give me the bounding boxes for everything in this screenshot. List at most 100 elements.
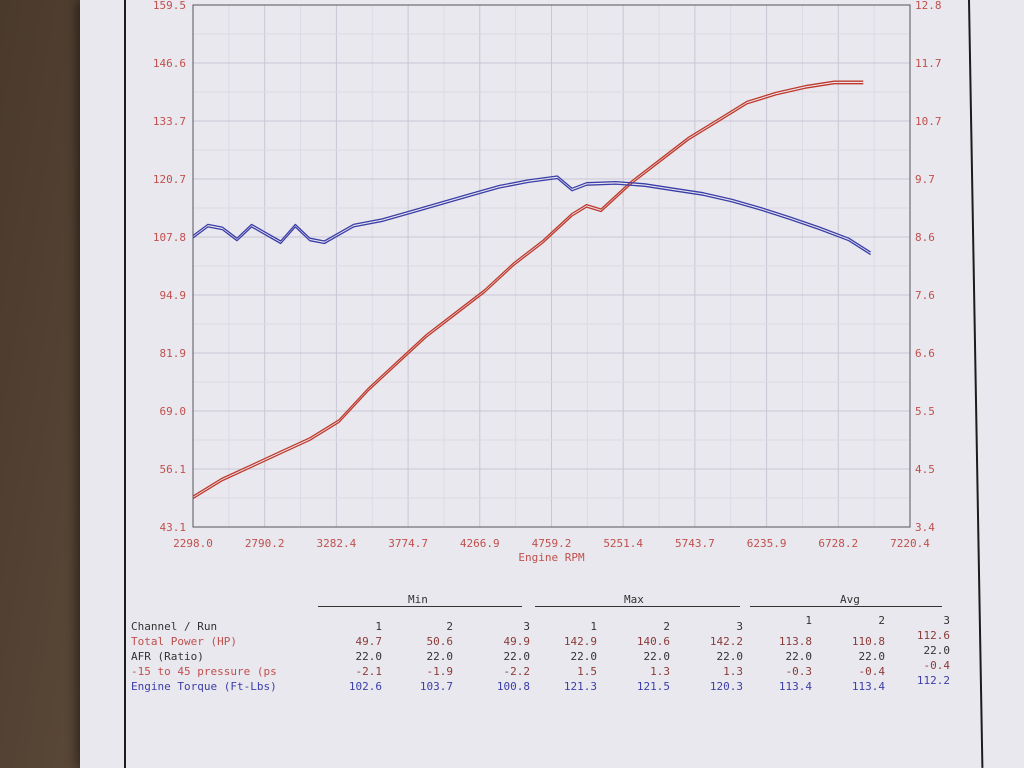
row-label: Total Power (HP) (131, 635, 237, 648)
left-tick-label: 120.7 (153, 173, 186, 186)
group-underline (750, 606, 942, 607)
table-cell: 112.2 (916, 674, 950, 687)
run-number: 2 (663, 620, 670, 633)
run-number: 2 (446, 620, 453, 633)
left-tick-label: 159.5 (153, 0, 186, 12)
table-cell: -2.1 (355, 665, 383, 678)
table-cell: 102.6 (348, 680, 382, 693)
x-tick-label: 5251.4 (603, 537, 643, 550)
right-tick-label: 10.7 (915, 115, 942, 128)
table-cell: 142.9 (563, 635, 597, 648)
table-cell: 22.0 (858, 650, 886, 663)
x-tick-label: 7220.4 (890, 537, 930, 550)
right-tick-label: 11.7 (915, 57, 942, 70)
series-line (192, 83, 864, 500)
run-number: 3 (736, 620, 743, 633)
group-title-max: Max (624, 593, 644, 606)
right-tick-label: 8.6 (915, 231, 935, 244)
group-title-avg: Avg (840, 593, 860, 606)
table-cell: 121.5 (636, 680, 670, 693)
table-cell: 100.8 (496, 680, 530, 693)
right-tick-label: 9.7 (915, 173, 935, 186)
left-tick-label: 133.7 (153, 115, 186, 128)
series-line (192, 177, 871, 256)
table-cell: 1.3 (723, 665, 743, 678)
table-cell: 22.0 (355, 650, 383, 663)
table-cell: 22.0 (716, 650, 744, 663)
table-cell: 1.5 (577, 665, 597, 678)
right-tick-label: 4.5 (915, 463, 935, 476)
series-2 (192, 175, 871, 256)
table-cell: 113.8 (778, 635, 812, 648)
series-line (192, 175, 871, 253)
table-cell: 1.3 (650, 665, 670, 678)
series-layer (192, 80, 871, 500)
x-axis-label: Engine RPM (518, 551, 585, 564)
table-cell: 22.0 (570, 650, 598, 663)
run-number: 2 (878, 614, 885, 627)
run-number: 3 (943, 614, 950, 627)
table-cell: 49.9 (503, 635, 531, 648)
right-tick-label: 12.8 (915, 0, 942, 12)
table-cell: 112.6 (916, 629, 950, 642)
table-cell: 22.0 (503, 650, 531, 663)
left-tick-label: 43.1 (160, 521, 187, 534)
table-cell: 110.8 (851, 635, 885, 648)
left-axis-ticks: 43.1 56.1 69.0 81.9 94.9 107.8 120.7 133.7 146.6… (153, 0, 186, 534)
right-axis-ticks: 3.4 4.5 5.5 6.6 7.6 8.6 9.7 10.7 11.7 12.8 (915, 0, 942, 534)
x-tick-label: 4759.2 (532, 537, 572, 550)
x-tick-label: 2790.2 (245, 537, 285, 550)
table-cell: 113.4 (778, 680, 812, 693)
left-tick-label: 107.8 (153, 231, 186, 244)
run-number: 1 (590, 620, 597, 633)
x-tick-label: 3774.7 (388, 537, 428, 550)
table-cell: 22.0 (785, 650, 813, 663)
group-underline (535, 606, 740, 607)
table-cell: 22.0 (923, 644, 951, 657)
plot-border (192, 4, 911, 528)
left-tick-label: 81.9 (160, 347, 187, 360)
x-tick-label: 4266.9 (460, 537, 500, 550)
header-label: Channel / Run (131, 620, 218, 633)
right-tick-label: 5.5 (915, 405, 935, 418)
right-tick-label: 7.6 (915, 289, 935, 302)
row-label: Engine Torque (Ft-Lbs) (131, 680, 277, 693)
left-tick-label: 94.9 (160, 289, 187, 302)
table-cell: -0.4 (858, 665, 886, 678)
x-tick-label: 5743.7 (675, 537, 715, 550)
group-underline (318, 606, 522, 607)
table-cell: 140.6 (636, 635, 670, 648)
table-cell: 120.3 (709, 680, 743, 693)
series-line (192, 80, 864, 497)
table-cell: 142.2 (709, 635, 743, 648)
table-cell: 113.4 (851, 680, 885, 693)
x-tick-label: 2298.0 (173, 537, 213, 550)
table-cell: -2.2 (503, 665, 531, 678)
group-title-min: Min (408, 593, 428, 606)
table-cell: 22.0 (643, 650, 671, 663)
table-cell: 103.7 (419, 680, 453, 693)
table-cell: -0.4 (923, 659, 951, 672)
x-axis-ticks: 2298.0 2790.2 3282.4 3774.7 4266.9 4759.2 5251… (173, 537, 930, 550)
table-cell: 121.3 (563, 680, 597, 693)
left-tick-label: 146.6 (153, 57, 186, 70)
x-tick-label: 6728.2 (818, 537, 858, 550)
table-cell: 50.6 (426, 635, 454, 648)
page-frame-left (124, 0, 126, 768)
left-tick-label: 56.1 (160, 463, 187, 476)
run-number: 1 (375, 620, 382, 633)
right-tick-label: 3.4 (915, 521, 935, 534)
run-number: 1 (805, 614, 812, 627)
x-tick-label: 6235.9 (747, 537, 787, 550)
row-label: -15 to 45 pressure (ps (131, 665, 277, 678)
table-cell: 49.7 (355, 635, 383, 648)
chart-grid (192, 4, 911, 528)
x-tick-label: 3282.4 (317, 537, 357, 550)
table-cell: 22.0 (426, 650, 454, 663)
table-cell: -1.9 (426, 665, 454, 678)
run-number: 3 (523, 620, 530, 633)
table-cell: -0.3 (785, 665, 813, 678)
row-label: AFR (Ratio) (131, 650, 204, 663)
